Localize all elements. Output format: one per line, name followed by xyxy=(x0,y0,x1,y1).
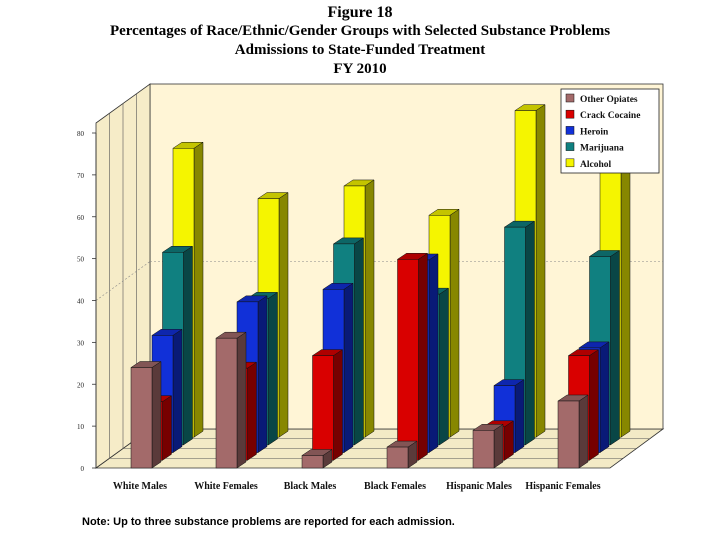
bar-series xyxy=(130,104,631,469)
bar-side xyxy=(364,179,375,438)
chart-subtitle: Admissions to State-Funded Treatment xyxy=(234,42,486,58)
x-tick-label-white-males: White Males xyxy=(113,481,167,492)
x-tick-label-black-females: Black Females xyxy=(364,481,426,492)
bar-side xyxy=(428,253,439,454)
legend-swatch xyxy=(565,126,575,135)
legend-swatch xyxy=(565,158,575,168)
legend-item-crack-cocaine: Crack Cocaine xyxy=(565,109,640,121)
x-tick-label-hispanic-females: Hispanic Females xyxy=(525,481,600,492)
y-tick-label-20: 20 xyxy=(77,381,85,389)
legend-label: Crack Cocaine xyxy=(580,111,640,121)
legend-item-alcohol: Alcohol xyxy=(565,158,612,170)
legend-item-marijuana: Marijuana xyxy=(565,142,624,154)
bar-front xyxy=(130,367,153,469)
y-tick-label-60: 60 xyxy=(77,214,85,222)
bar-side xyxy=(504,420,514,461)
bar-side xyxy=(599,341,610,454)
legend-label: Alcohol xyxy=(580,160,612,170)
series-other-opiates xyxy=(130,331,589,469)
x-axis-labels: White Males White Females Black Males Black… xyxy=(113,481,601,492)
bar-side xyxy=(449,208,460,438)
y-tick-label-40: 40 xyxy=(77,298,85,306)
bar-front xyxy=(472,430,495,469)
bar-side xyxy=(493,423,504,469)
bar-other-opiates-white-males xyxy=(130,361,162,469)
bar-front xyxy=(312,355,334,461)
bar-side xyxy=(589,349,599,461)
chart-title: Percentages of Race/Ethnic/Gender Groups… xyxy=(109,23,611,39)
bar-front xyxy=(557,400,580,469)
y-tick-label-30: 30 xyxy=(77,339,85,347)
legend-label: Heroin xyxy=(580,127,609,137)
bar-crack-cocaine-black-females xyxy=(396,252,429,461)
bar-side xyxy=(247,361,257,461)
bar-side xyxy=(183,245,193,446)
bar-side xyxy=(162,395,172,461)
bar-side xyxy=(525,220,535,446)
legend-label: Marijuana xyxy=(580,144,624,154)
bar-side xyxy=(610,249,620,446)
bar-side xyxy=(343,282,354,454)
gridline-side xyxy=(95,261,151,301)
y-axis-ticks: 0 10 20 30 40 50 60 70 80 xyxy=(77,130,97,473)
legend-swatch xyxy=(565,109,575,119)
bar-side xyxy=(236,331,247,469)
bar-other-opiates-black-females xyxy=(386,440,418,469)
legend-item-other-opiates: Other Opiates xyxy=(565,93,638,105)
y-tick-label-0: 0 xyxy=(81,465,85,473)
bar-front xyxy=(386,446,409,469)
bar-other-opiates-white-females xyxy=(215,331,247,469)
bar-side xyxy=(439,287,449,446)
bar-other-opiates-hispanic-females xyxy=(557,394,589,469)
bar-other-opiates-hispanic-males xyxy=(472,423,504,469)
footnote: Note: Up to three substance problems are… xyxy=(82,516,455,528)
legend-item-heroin: Heroin xyxy=(565,126,609,137)
bar-side xyxy=(151,361,162,469)
bar-side xyxy=(257,295,268,454)
bar-front xyxy=(397,259,419,461)
y-tick-label-50: 50 xyxy=(77,256,85,264)
bar-side xyxy=(620,162,631,438)
figure-label: Figure 18 xyxy=(327,4,393,21)
bar-side xyxy=(278,192,289,438)
bar-side xyxy=(333,349,343,461)
bar-side xyxy=(578,394,589,469)
bar-crack-cocaine-black-males xyxy=(311,349,344,461)
bar-other-opiates-black-males xyxy=(301,448,333,469)
chart-year: FY 2010 xyxy=(333,61,387,77)
x-tick-label-black-males: Black Males xyxy=(284,481,337,492)
bar-side xyxy=(535,104,546,438)
x-tick-label-white-females: White Females xyxy=(194,481,258,492)
legend-label: Other Opiates xyxy=(580,95,638,105)
bar-side xyxy=(172,328,183,454)
bar-side xyxy=(514,379,525,454)
legend-swatch xyxy=(565,142,575,151)
bar-side xyxy=(268,291,278,446)
bar-front xyxy=(215,337,238,469)
y-tick-label-10: 10 xyxy=(77,423,85,431)
y-tick-label-70: 70 xyxy=(77,172,85,180)
x-tick-label-hispanic-males: Hispanic Males xyxy=(446,481,512,492)
legend-swatch xyxy=(565,93,575,103)
bar-side xyxy=(354,237,364,446)
bar-side xyxy=(193,141,204,438)
y-tick-label-80: 80 xyxy=(77,130,85,138)
bar-front xyxy=(301,455,324,469)
legend: Other Opiates Crack Cocaine Heroin Marijuan… xyxy=(560,88,660,174)
legend-box xyxy=(560,88,660,174)
bar-side xyxy=(418,252,428,461)
